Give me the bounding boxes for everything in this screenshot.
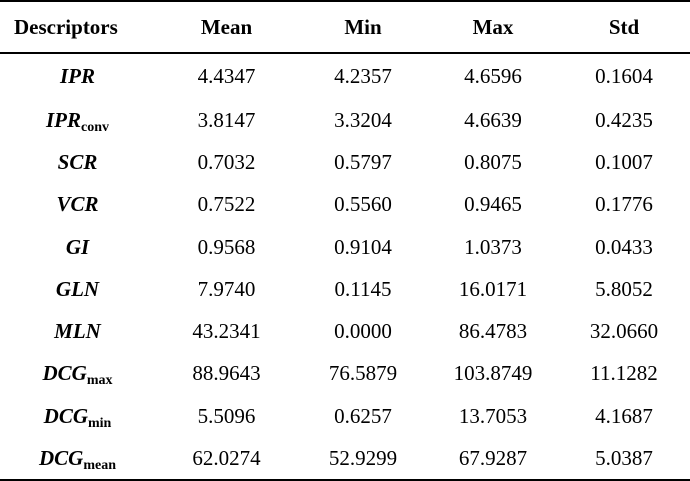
- std-cell: 0.0433: [595, 234, 653, 259]
- mean-cell: 0.9568: [197, 234, 256, 259]
- descriptor-name: MLN: [54, 319, 101, 344]
- mean-cell: 3.8147: [197, 107, 256, 132]
- descriptor-name: IPR: [45, 107, 81, 132]
- max-cell: 103.8749: [453, 361, 533, 386]
- max-cell: 16.0171: [458, 276, 528, 301]
- table-row: DCGmean 62.0274 52.9299 67.9287 5.0387: [0, 437, 690, 481]
- descriptor-subscript: mean: [83, 457, 116, 473]
- descriptor-cell: VCR: [0, 184, 155, 226]
- descriptor-cell: DCGmin: [0, 395, 155, 437]
- std-cell: 11.1282: [590, 361, 658, 386]
- descriptor-name: DCG: [43, 403, 88, 428]
- mean-cell: 5.5096: [197, 403, 256, 428]
- descriptor-cell: IPR: [0, 53, 155, 99]
- table-header-row: Descriptors Mean Min Max Std: [0, 0, 690, 54]
- table-row: IPR 4.4347 4.2357 4.6596 0.1604: [0, 53, 690, 99]
- descriptor-subscript: min: [88, 415, 112, 431]
- header-std: Std: [558, 0, 690, 54]
- max-cell: 67.9287: [428, 437, 558, 481]
- max-cell: 86.4783: [458, 319, 528, 344]
- descriptor-cell: IPRconv: [0, 99, 155, 141]
- std-cell: 32.0660: [589, 319, 659, 344]
- header-descriptors: Descriptors: [0, 0, 155, 54]
- header-min: Min: [298, 0, 428, 54]
- min-cell: 0.5560: [334, 192, 392, 217]
- descriptor-name: VCR: [56, 192, 99, 217]
- max-cell: 0.8075: [464, 149, 522, 174]
- mean-cell: 4.4347: [197, 64, 256, 88]
- table-row: DCGmin 5.5096 0.6257 13.7053 4.1687: [0, 395, 690, 437]
- std-cell: 5.0387: [558, 437, 690, 481]
- mean-cell: 43.2341: [192, 319, 261, 344]
- descriptor-cell: DCGmax: [0, 353, 155, 395]
- header-mean: Mean: [155, 0, 298, 54]
- max-cell: 4.6596: [464, 64, 522, 88]
- std-cell: 4.1687: [595, 403, 653, 428]
- min-cell: 3.3204: [334, 107, 392, 132]
- min-cell: 4.2357: [334, 64, 392, 88]
- table-row: SCR 0.7032 0.5797 0.8075 0.1007: [0, 141, 690, 183]
- descriptor-name: DCG: [42, 361, 87, 386]
- std-cell: 0.1007: [595, 149, 653, 174]
- descriptor-subscript: max: [86, 373, 113, 389]
- table-row: IPRconv 3.8147 3.3204 4.6639 0.4235: [0, 99, 690, 141]
- table-row: MLN 43.2341 0.0000 86.4783 32.0660: [0, 310, 690, 352]
- descriptor-cell: GI: [0, 226, 155, 268]
- descriptor-cell: MLN: [0, 310, 155, 352]
- header-max: Max: [428, 0, 558, 54]
- mean-cell: 88.9643: [192, 361, 261, 386]
- table-row: DCGmax 88.9643 76.5879 103.8749 11.1282: [0, 353, 690, 395]
- min-cell: 0.9104: [334, 234, 392, 259]
- min-cell: 0.1145: [334, 276, 392, 301]
- mean-cell: 62.0274: [155, 437, 298, 481]
- std-cell: 5.8052: [595, 276, 653, 301]
- std-cell: 0.1776: [595, 192, 653, 217]
- std-cell: 0.1604: [595, 64, 653, 88]
- min-cell: 0.6257: [334, 403, 392, 428]
- descriptor-name: GI: [65, 234, 90, 259]
- mean-cell: 0.7032: [197, 149, 256, 174]
- descriptor-name: DCG: [38, 445, 84, 470]
- table-row: GLN 7.9740 0.1145 16.0171 5.8052: [0, 268, 690, 310]
- descriptor-cell: DCGmean: [0, 437, 155, 481]
- descriptor-name: GLN: [55, 276, 100, 301]
- table-row: VCR 0.7522 0.5560 0.9465 0.1776: [0, 184, 690, 226]
- max-cell: 1.0373: [464, 234, 522, 259]
- descriptor-cell: GLN: [0, 268, 155, 310]
- max-cell: 13.7053: [458, 403, 528, 428]
- std-cell: 0.4235: [595, 107, 653, 132]
- table-row: GI 0.9568 0.9104 1.0373 0.0433: [0, 226, 690, 268]
- min-cell: 76.5879: [328, 361, 398, 386]
- max-cell: 4.6639: [464, 107, 522, 132]
- descriptor-name: IPR: [59, 64, 95, 88]
- min-cell: 0.0000: [334, 319, 392, 344]
- descriptor-cell: SCR: [0, 141, 155, 183]
- mean-cell: 0.7522: [197, 192, 256, 217]
- max-cell: 0.9465: [464, 192, 522, 217]
- mean-cell: 7.9740: [197, 276, 256, 301]
- descriptor-subscript: conv: [81, 119, 109, 135]
- min-cell: 0.5797: [334, 149, 392, 174]
- min-cell: 52.9299: [298, 437, 428, 481]
- descriptor-name: SCR: [57, 149, 98, 174]
